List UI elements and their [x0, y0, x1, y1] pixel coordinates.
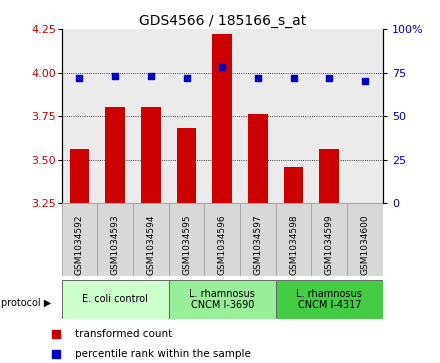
Bar: [133, 29, 169, 203]
Bar: [105, 107, 125, 203]
Bar: [169, 29, 204, 203]
Text: L. rhamnosus
CNCM I-4317: L. rhamnosus CNCM I-4317: [296, 289, 362, 310]
Text: percentile rank within the sample: percentile rank within the sample: [75, 349, 251, 359]
Bar: [240, 29, 276, 203]
Text: GSM1034593: GSM1034593: [110, 214, 120, 275]
Point: [290, 75, 297, 81]
Bar: [169, 203, 204, 276]
Bar: [312, 203, 347, 276]
Point: [183, 75, 190, 81]
Text: E. coli control: E. coli control: [82, 294, 148, 305]
Bar: [347, 203, 383, 276]
Bar: [319, 149, 339, 203]
Point: [147, 73, 154, 79]
Bar: [62, 203, 97, 276]
Bar: [62, 29, 97, 203]
Bar: [70, 149, 89, 203]
Bar: [347, 29, 383, 203]
Bar: [276, 203, 312, 276]
Text: GSM1034596: GSM1034596: [218, 214, 227, 275]
Point: [76, 75, 83, 81]
Bar: [248, 114, 268, 203]
Bar: [312, 29, 347, 203]
Bar: [133, 203, 169, 276]
Title: GDS4566 / 185166_s_at: GDS4566 / 185166_s_at: [139, 14, 306, 28]
Point: [112, 73, 119, 79]
Bar: [97, 203, 133, 276]
Bar: [240, 203, 276, 276]
Bar: [169, 280, 276, 319]
Point: [52, 331, 59, 337]
Text: GSM1034598: GSM1034598: [289, 214, 298, 275]
Text: L. rhamnosus
CNCM I-3690: L. rhamnosus CNCM I-3690: [189, 289, 255, 310]
Text: GSM1034595: GSM1034595: [182, 214, 191, 275]
Text: GSM1034600: GSM1034600: [360, 214, 370, 275]
Point: [52, 351, 59, 357]
Bar: [276, 280, 383, 319]
Text: transformed count: transformed count: [75, 329, 172, 339]
Bar: [141, 107, 161, 203]
Text: GSM1034597: GSM1034597: [253, 214, 262, 275]
Bar: [284, 167, 304, 203]
Bar: [204, 203, 240, 276]
Bar: [177, 129, 196, 203]
Bar: [276, 29, 312, 203]
Point: [326, 75, 333, 81]
Bar: [213, 34, 232, 203]
Bar: [204, 29, 240, 203]
Point: [254, 75, 261, 81]
Text: GSM1034594: GSM1034594: [147, 214, 155, 275]
Bar: [97, 29, 133, 203]
Point: [361, 78, 368, 84]
Bar: [62, 280, 169, 319]
Text: protocol ▶: protocol ▶: [1, 298, 51, 308]
Point: [219, 65, 226, 70]
Text: GSM1034592: GSM1034592: [75, 214, 84, 275]
Text: GSM1034599: GSM1034599: [325, 214, 334, 275]
